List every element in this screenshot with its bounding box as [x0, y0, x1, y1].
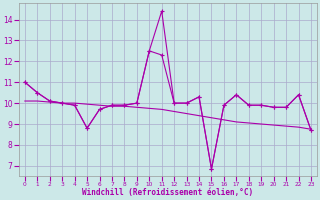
- X-axis label: Windchill (Refroidissement éolien,°C): Windchill (Refroidissement éolien,°C): [82, 188, 253, 197]
